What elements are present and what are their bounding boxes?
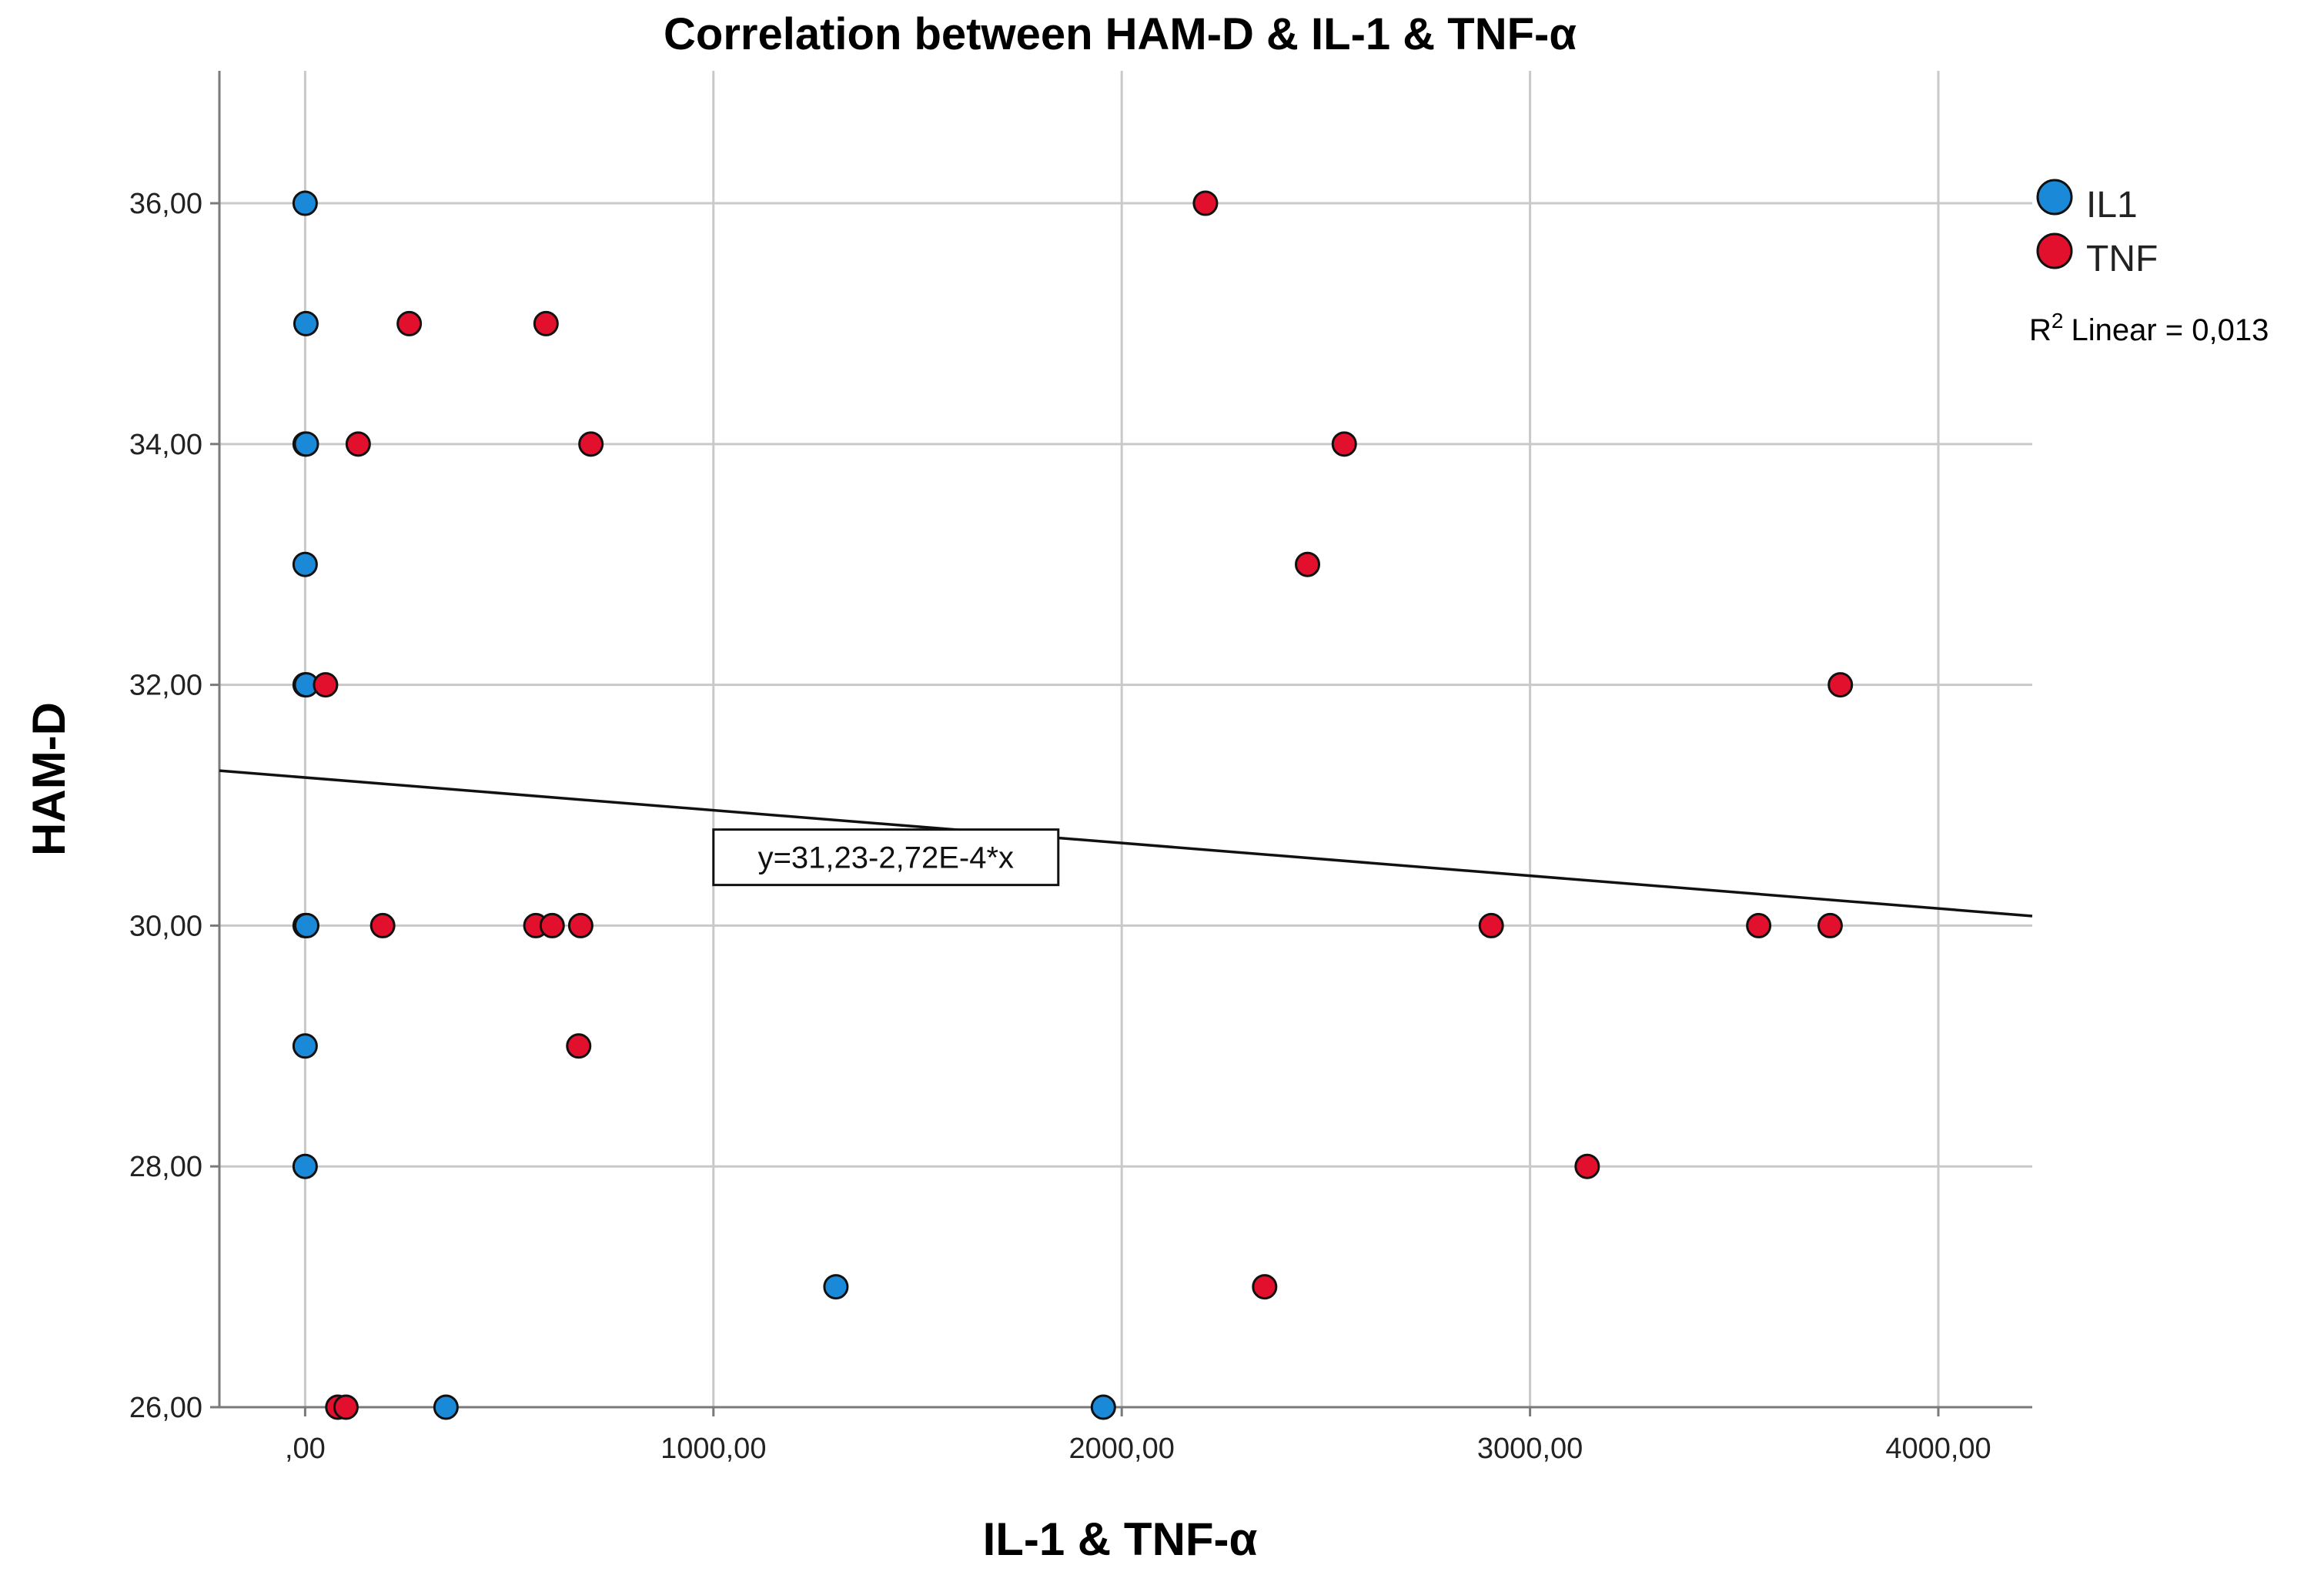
legend-label-il1: IL1 [2086, 185, 2138, 226]
legend-marker-tnf [2036, 232, 2073, 269]
x-tick-label-4: 4000,00 [1885, 1433, 1991, 1465]
y-axis-label: HAM-D [23, 702, 75, 856]
fit-line-group: y=31,23-2,72E-4*x [219, 769, 2033, 918]
point-il1-11 [292, 1153, 318, 1179]
data-points [292, 190, 1854, 1420]
point-tnf-6 [1295, 551, 1321, 577]
point-tnf-20 [333, 1394, 359, 1420]
r2-prefix: R [2029, 313, 2051, 347]
r2-linear-text: Linear = 0,013 [2071, 313, 2269, 347]
y-tick-label-1: 28,00 [129, 1151, 202, 1183]
point-tnf-1 [396, 310, 423, 336]
x-tick-label-3: 3000,00 [1477, 1433, 1583, 1465]
point-tnf-3 [345, 431, 371, 457]
point-tnf-17 [1574, 1153, 1600, 1179]
point-tnf-2 [533, 310, 559, 336]
legend-marker-il1 [2036, 179, 2073, 216]
r2-annotation: R2 Linear = 0,013 [2029, 309, 2269, 347]
point-tnf-18 [1252, 1274, 1278, 1300]
point-il1-3 [293, 431, 319, 457]
legend: IL1 TNF R2 Linear = 0,013 [2029, 179, 2269, 347]
point-tnf-0 [1192, 190, 1219, 216]
axes [210, 71, 2032, 1416]
point-tnf-14 [1746, 912, 1772, 938]
y-tick-label-3: 32,00 [129, 670, 202, 702]
tick-labels: ,00 1000,00 2000,00 3000,00 4000,00 26,00 28,0… [129, 188, 1991, 1465]
point-tnf-8 [1827, 672, 1854, 698]
y-tick-label-4: 34,00 [129, 429, 202, 461]
y-tick-label-2: 30,00 [129, 910, 202, 942]
point-il1-1 [293, 310, 319, 336]
point-tnf-13 [1478, 912, 1504, 938]
x-tick-label-1: 1000,00 [660, 1433, 766, 1465]
y-tick-label-5: 36,00 [129, 188, 202, 220]
point-il1-13 [433, 1394, 459, 1420]
point-il1-0 [292, 190, 318, 216]
chart-title: Correlation between HAM-D & IL-1 & TNF-α [664, 9, 1577, 59]
fit-equation-label: y=31,23-2,72E-4*x [758, 841, 1014, 875]
point-il1-14 [1090, 1394, 1116, 1420]
x-tick-label-0: ,00 [285, 1433, 326, 1465]
x-axis-label: IL-1 & TNF-α [983, 1513, 1258, 1565]
point-il1-4 [292, 551, 318, 577]
point-tnf-12 [567, 912, 594, 938]
legend-label-tnf: TNF [2086, 239, 2158, 279]
point-tnf-4 [578, 431, 604, 457]
y-tick-label-0: 26,00 [129, 1392, 202, 1424]
point-tnf-15 [1817, 912, 1843, 938]
point-tnf-5 [1331, 431, 1357, 457]
point-il1-9 [294, 912, 320, 938]
fit-equation-box [712, 828, 1060, 887]
point-tnf-16 [566, 1033, 592, 1059]
fit-line [219, 769, 2033, 918]
point-il1-12 [823, 1274, 849, 1300]
point-tnf-9 [369, 912, 396, 938]
point-il1-10 [292, 1033, 318, 1059]
point-tnf-7 [313, 672, 339, 698]
x-tick-label-2: 2000,00 [1069, 1433, 1175, 1465]
r2-superscript: 2 [2051, 309, 2064, 333]
point-tnf-11 [539, 912, 565, 938]
